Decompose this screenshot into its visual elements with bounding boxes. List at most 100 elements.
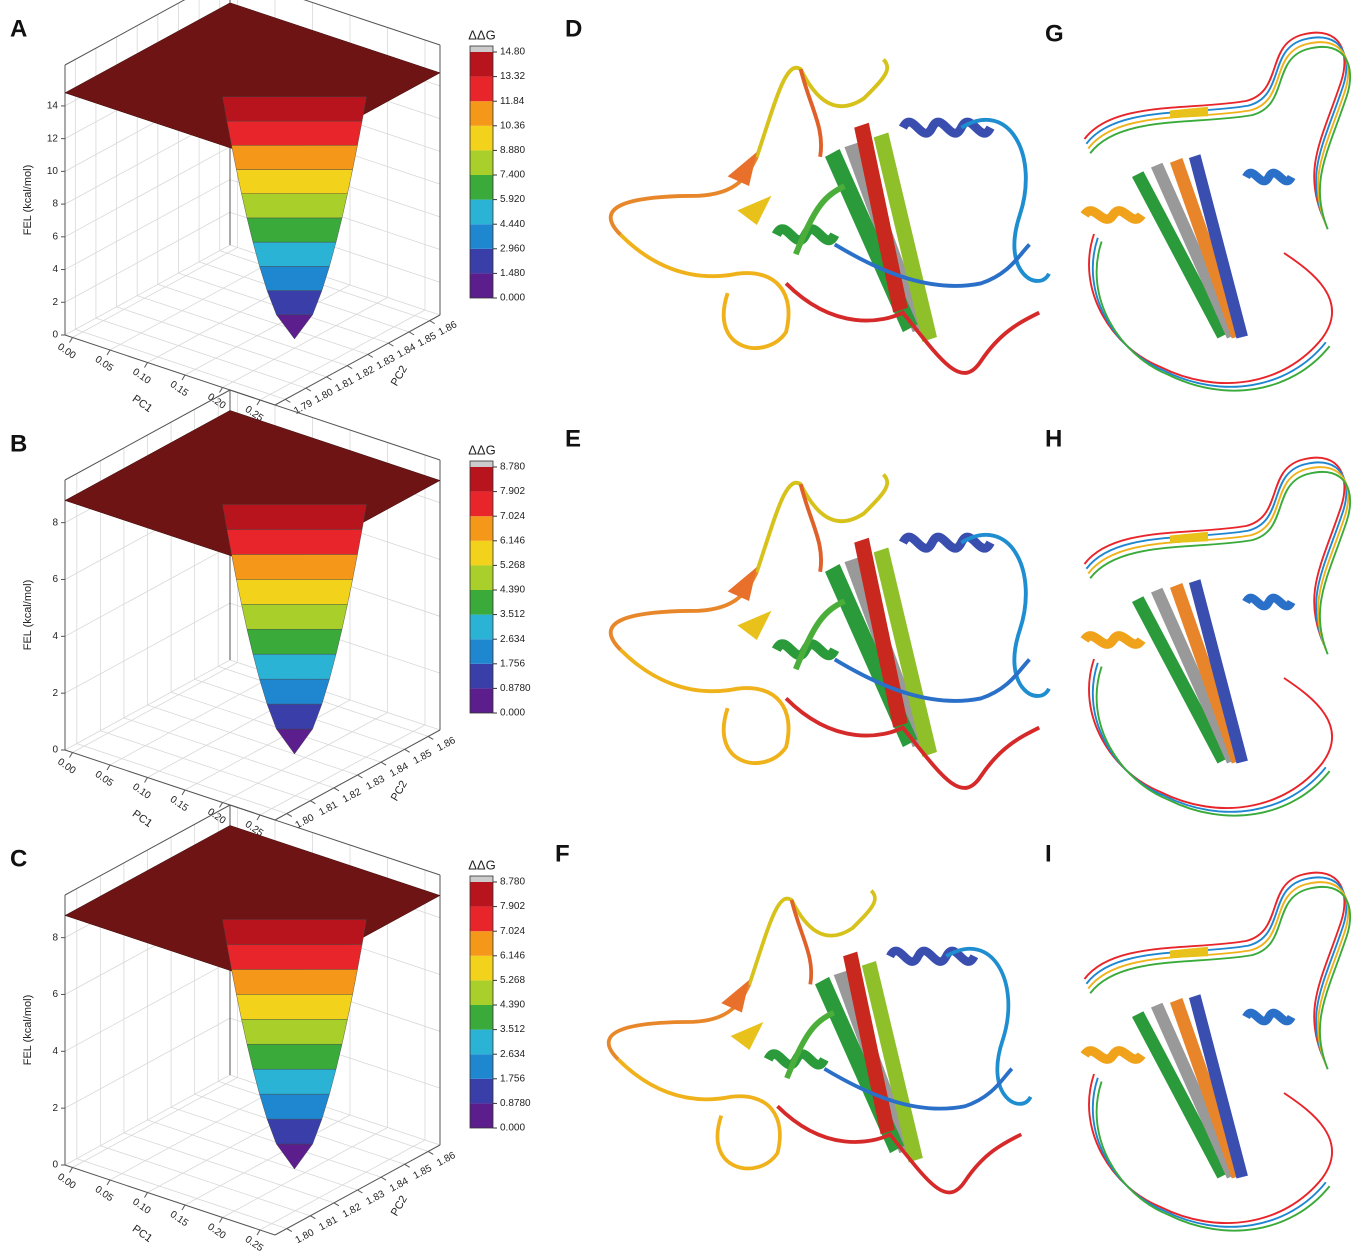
x-axis-label: PC1 (130, 1223, 154, 1245)
tick-mark (144, 777, 148, 783)
grid-line (218, 666, 429, 737)
tick-mark (429, 320, 435, 325)
tick-mark (357, 1189, 363, 1194)
surface-band (231, 969, 358, 995)
colorbar-segment (470, 76, 493, 102)
colorbar-segment (470, 590, 493, 615)
y-axis-label: PC2 (389, 1194, 410, 1219)
colorbar-tick-label: 1.480 (500, 268, 525, 279)
y-tick-label: 1.84 (388, 1176, 411, 1195)
y-tick-label: 1.81 (317, 1214, 340, 1233)
y-axis-label: PC2 (389, 364, 410, 389)
panel-label: F (555, 840, 570, 867)
colorbar-title: ΔΔG (468, 442, 495, 457)
tick-mark (404, 748, 410, 753)
colorbar-segment (470, 101, 493, 126)
colorbar-tick-label: 6.146 (500, 950, 525, 961)
y-tick-label: 1.81 (317, 799, 340, 818)
colorbar-tick-label: 2.634 (500, 1049, 525, 1060)
grid-line (64, 960, 231, 1052)
protein-structure (611, 59, 1049, 372)
tick-mark (404, 1163, 410, 1168)
surface-band (276, 728, 313, 755)
surface-panel: A 0 2 4 6 8 10 12 14 FEL (kcal/mol) 0.00 0.05 0.10 0.… (10, 0, 525, 424)
surface-band (241, 193, 348, 219)
y-tick-label: 1.86 (435, 735, 458, 754)
colorbar-tick-label: 2.634 (500, 634, 525, 645)
grid-line (147, 704, 358, 776)
surface-band (266, 1118, 323, 1145)
colorbar-tick-label: 5.268 (500, 975, 525, 986)
grid-line (64, 244, 231, 336)
z-tick-label: 4 (52, 1046, 58, 1057)
colorbar-segment (470, 1005, 493, 1030)
tick-mark (380, 1176, 387, 1181)
colorbar-segment (470, 491, 493, 517)
grid-line (64, 211, 231, 303)
tick-mark (427, 1150, 434, 1155)
colorbar-cap (470, 46, 493, 52)
colorbar-tick-label: 0.000 (500, 1123, 525, 1134)
tick-mark (408, 331, 415, 336)
colorbar-segment (470, 1054, 493, 1079)
colorbar-segment (470, 980, 493, 1005)
colorbar-segment (470, 639, 493, 664)
grid-line (123, 717, 335, 789)
box-edge (274, 314, 441, 406)
grid-line (64, 1017, 231, 1109)
tick-mark (310, 800, 316, 805)
colorbar-tick-label: 1.756 (500, 1073, 525, 1084)
colorbar-tick-label: 13.32 (500, 71, 525, 82)
z-tick-label: 6 (52, 989, 58, 1000)
y-tick-label: 1.85 (416, 330, 439, 349)
colorbar-segment (470, 248, 493, 274)
x-tick-label: 0.25 (243, 1234, 266, 1254)
panel-label: E (565, 425, 581, 452)
surface-band (252, 241, 337, 267)
surface-band (226, 120, 363, 146)
colorbar-tick-label: 0.8780 (500, 683, 531, 694)
y-tick-label: 1.86 (435, 1150, 458, 1169)
grid-line (100, 1145, 311, 1217)
grid-line (64, 545, 231, 637)
colorbar-segment (470, 273, 493, 298)
z-tick-label: 4 (52, 631, 58, 642)
colorbar-segment (470, 1078, 493, 1104)
surface-band (259, 266, 330, 291)
tick-mark (181, 374, 186, 381)
colorbar-tick-label: 4.390 (500, 585, 525, 596)
tick-mark (219, 802, 223, 808)
tick-mark (427, 735, 434, 740)
tick-mark (285, 398, 291, 403)
box-edge (64, 804, 231, 896)
grid-line (76, 743, 287, 814)
grid-line (109, 259, 276, 351)
colorbar-tick-label: 3.512 (500, 609, 525, 620)
grid-line (184, 284, 351, 376)
colorbar-title: ΔΔG (468, 857, 495, 872)
z-tick-label: 12 (47, 133, 59, 144)
grid-line (137, 295, 348, 367)
z-tick-label: 2 (52, 1103, 58, 1114)
box-edge (64, 0, 186, 66)
x-tick-label: 0.00 (55, 342, 78, 362)
colorbar-cap (470, 461, 493, 467)
colorbar-frame (469, 460, 494, 714)
panel-label: D (565, 15, 582, 42)
surface-band (226, 529, 363, 555)
surface-band (231, 554, 358, 580)
surface-band (236, 169, 353, 194)
y-tick-label: 1.80 (294, 1227, 317, 1246)
surface-band (259, 678, 330, 705)
box-edge (64, 389, 231, 481)
x-axis-label: PC1 (130, 393, 154, 415)
x-tick-label: 0.15 (168, 794, 191, 814)
tick-mark (388, 342, 394, 347)
tick-mark (256, 399, 261, 406)
tick-mark (326, 376, 332, 381)
box-edge (64, 1164, 276, 1236)
colorbar-tick-label: 5.268 (500, 560, 525, 571)
grid-line (64, 602, 231, 694)
colorbar-segment (470, 931, 493, 956)
surface-band (276, 1143, 313, 1170)
